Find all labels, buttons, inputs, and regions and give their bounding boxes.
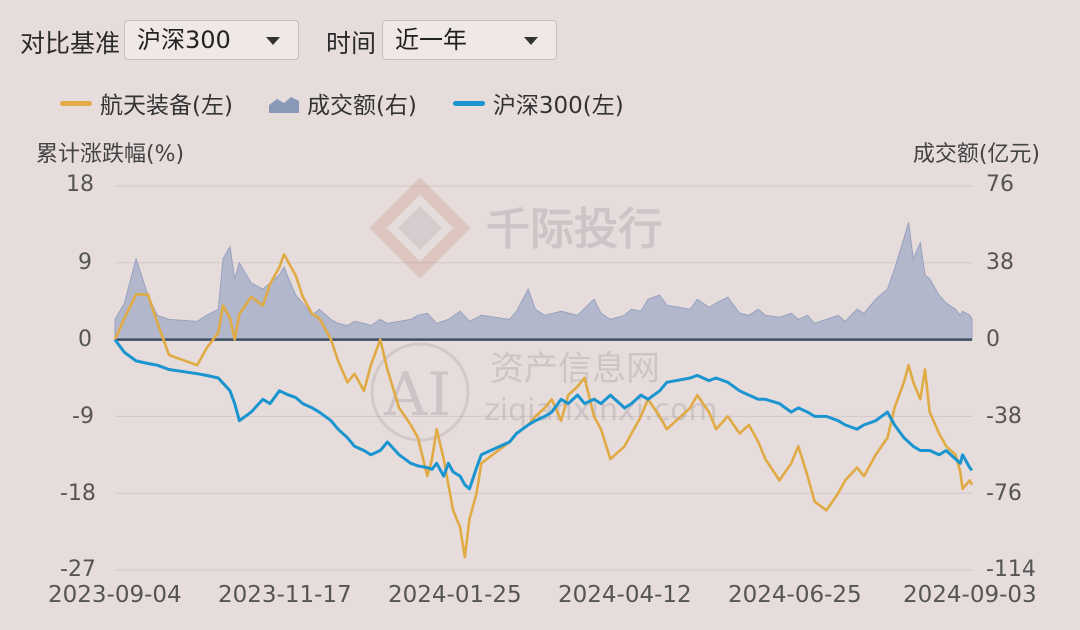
watermark-domain: ziqianxinxi.com (484, 393, 718, 428)
turnover-area (114, 222, 973, 341)
legend-label: 航天装备(左) (100, 93, 233, 119)
legend-label: 成交额(右) (306, 93, 417, 119)
legend-label: 沪深300(左) (492, 93, 624, 119)
chart-legend: 航天装备(左) 成交额(右) 沪深300(左) (60, 86, 660, 120)
watermark-brand-2: 资产信息网 (490, 349, 660, 389)
brand-logo-icon (369, 177, 471, 279)
right-axis-title: 成交额(亿元) (912, 142, 1040, 167)
watermark-brand-1: 千际投行 (486, 204, 662, 255)
left-tick: 0 (78, 327, 92, 352)
right-tick: -114 (986, 557, 1036, 582)
benchmark-select[interactable]: 沪深300 (124, 20, 299, 60)
right-tick: -76 (986, 481, 1022, 506)
legend-item-aerospace[interactable]: 航天装备(左) (60, 86, 233, 120)
right-tick: -38 (986, 404, 1022, 429)
benchmark-select-value: 沪深300 (137, 26, 231, 54)
right-tick: 38 (986, 250, 1014, 275)
watermark-logo-text: AI (383, 360, 451, 430)
left-tick: -9 (72, 404, 94, 429)
turnover-area-series (114, 222, 973, 341)
period-label: 时间 (326, 29, 377, 58)
x-tick: 2024-09-03 (903, 582, 1037, 608)
left-tick: -18 (60, 481, 96, 506)
chevron-down-icon (524, 37, 538, 45)
left-tick: 18 (66, 172, 94, 197)
legend-line-icon (452, 100, 485, 106)
aerospace-line (113, 253, 974, 559)
x-tick: 2024-04-12 (558, 582, 692, 608)
watermark-circle-icon (370, 342, 470, 442)
left-tick: 9 (78, 250, 92, 275)
legend-item-turnover[interactable]: 成交额(右) (268, 86, 417, 120)
line-series (113, 253, 974, 559)
right-tick: 0 (986, 327, 1000, 352)
period-select[interactable]: 近一年 (382, 20, 557, 60)
legend-area-icon (268, 97, 299, 113)
chevron-down-icon (266, 37, 280, 45)
period-select-value: 近一年 (395, 26, 467, 54)
benchmark-label: 对比基准 (20, 29, 121, 58)
legend-line-icon (60, 100, 92, 106)
x-tick: 2024-01-25 (388, 582, 522, 608)
right-tick: 76 (986, 172, 1014, 197)
left-tick: -27 (60, 557, 96, 582)
x-tick: 2023-09-04 (48, 582, 182, 608)
x-tick: 2023-11-17 (218, 582, 352, 608)
x-tick: 2024-06-25 (728, 582, 862, 608)
watermark: 千际投行 AI 资产信息网 ziqianxinxi.com (369, 177, 718, 442)
hs300-line (113, 338, 974, 491)
left-axis-title: 累计涨跌幅(%) (36, 142, 185, 167)
legend-item-hs300[interactable]: 沪深300(左) (452, 86, 624, 120)
